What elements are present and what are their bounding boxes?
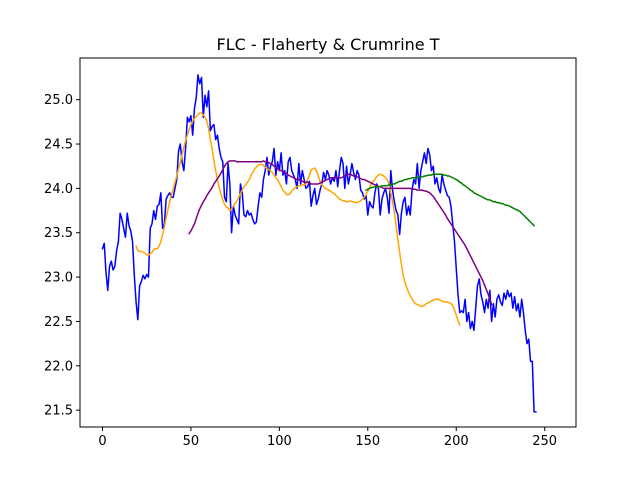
x-tick-label: 0 <box>98 434 106 449</box>
y-tick-label: 22.0 <box>44 359 73 374</box>
series-line-0 <box>101 74 537 413</box>
x-tick-label: 200 <box>444 434 469 449</box>
x-tick-label: 250 <box>532 434 557 449</box>
x-tick-label: 50 <box>183 434 200 449</box>
y-tick-label: 23.0 <box>44 271 73 286</box>
plot-frame <box>79 57 577 428</box>
y-tick-label: 22.5 <box>44 315 73 330</box>
series-line-2 <box>188 160 493 306</box>
chart-title: FLC - Flaherty & Crumrine T <box>217 35 440 54</box>
y-tick-label: 21.5 <box>44 404 73 419</box>
axes-layer: 0 50 100 150 200 250 21.5 22.0 22.5 23.0 23.5 24.0 2… <box>44 57 577 449</box>
series-line-1 <box>135 112 461 326</box>
y-tick-label: 24.0 <box>44 182 73 197</box>
y-tick-label: 25.0 <box>44 93 73 108</box>
y-tick-label: 23.5 <box>44 226 73 241</box>
y-tick-label: 24.5 <box>44 138 73 153</box>
x-tick-label: 150 <box>355 434 380 449</box>
series-line-3 <box>365 173 536 227</box>
x-tick-label: 100 <box>267 434 292 449</box>
series-layer <box>101 74 537 413</box>
